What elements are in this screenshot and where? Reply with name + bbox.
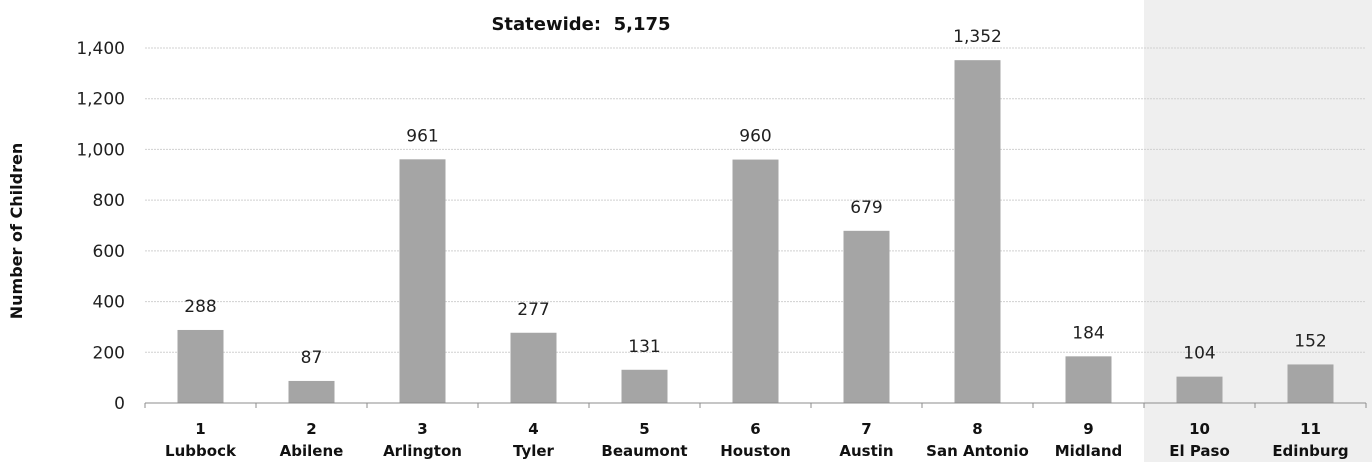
category-name-label: San Antonio xyxy=(926,442,1029,460)
category-number-label: 7 xyxy=(861,420,871,438)
category-number-label: 5 xyxy=(639,420,649,438)
x-axis xyxy=(144,402,1367,408)
data-label: 1,352 xyxy=(953,27,1002,47)
bar xyxy=(399,159,446,403)
bar xyxy=(1287,364,1334,403)
y-tick-label: 0 xyxy=(114,394,125,414)
data-label: 131 xyxy=(628,337,660,357)
category-labels: 1 Lubbock 2 Abilene 3 Arlington 4 Tyler 5 Beaumon… xyxy=(165,420,1349,460)
category-name-label: Tyler xyxy=(513,442,555,460)
category-name-label: Houston xyxy=(720,442,791,460)
y-tick-label: 800 xyxy=(93,191,125,211)
category-name-label: Arlington xyxy=(383,442,462,460)
data-labels: 288 87 961 277 131 960 679 1,352 184 104 152 xyxy=(184,27,1326,368)
data-label: 152 xyxy=(1294,331,1326,351)
data-label: 87 xyxy=(301,348,323,368)
category-name-label: El Paso xyxy=(1169,442,1230,460)
bar xyxy=(954,60,1001,404)
category-name-label: Abilene xyxy=(280,442,344,460)
category-name-label: Midland xyxy=(1055,442,1123,460)
y-tick-label: 200 xyxy=(93,343,125,363)
category-number-label: 6 xyxy=(750,420,760,438)
category-number-label: 4 xyxy=(528,420,538,438)
category-number-label: 11 xyxy=(1300,420,1321,438)
data-label: 679 xyxy=(850,198,882,218)
y-tick-label: 600 xyxy=(93,242,125,262)
y-tick-label: 1,200 xyxy=(76,90,125,110)
bar xyxy=(1176,376,1223,403)
category-number-label: 1 xyxy=(195,420,205,438)
bar xyxy=(288,380,335,403)
category-name-label: Edinburg xyxy=(1272,442,1348,460)
y-tick-label: 1,000 xyxy=(76,140,125,160)
y-tick-label: 400 xyxy=(93,293,125,313)
data-label: 104 xyxy=(1183,344,1215,364)
data-label: 960 xyxy=(739,127,771,147)
category-name-label: Austin xyxy=(839,442,893,460)
bar xyxy=(177,329,224,403)
data-label: 288 xyxy=(184,297,216,317)
y-axis-title: Number of Children xyxy=(7,143,26,319)
data-label: 277 xyxy=(517,300,549,320)
category-name-label: Beaumont xyxy=(601,442,687,460)
y-tick-label: 1,400 xyxy=(76,39,125,59)
category-number-label: 9 xyxy=(1083,420,1093,438)
bar xyxy=(510,332,557,403)
chart-title: Statewide: 5,175 xyxy=(491,14,670,35)
category-number-label: 8 xyxy=(972,420,982,438)
data-label: 184 xyxy=(1072,323,1104,343)
data-label: 961 xyxy=(406,126,438,146)
bars xyxy=(177,60,1334,404)
bar xyxy=(843,230,890,403)
category-number-label: 3 xyxy=(417,420,427,438)
category-number-label: 2 xyxy=(306,420,316,438)
y-tick-labels: 0 200 400 600 800 1,000 1,200 1,400 xyxy=(76,39,125,414)
category-name-label: Lubbock xyxy=(165,442,237,460)
category-number-label: 10 xyxy=(1189,420,1210,438)
bar xyxy=(732,159,779,403)
bar xyxy=(621,369,668,403)
bar xyxy=(1065,356,1112,403)
